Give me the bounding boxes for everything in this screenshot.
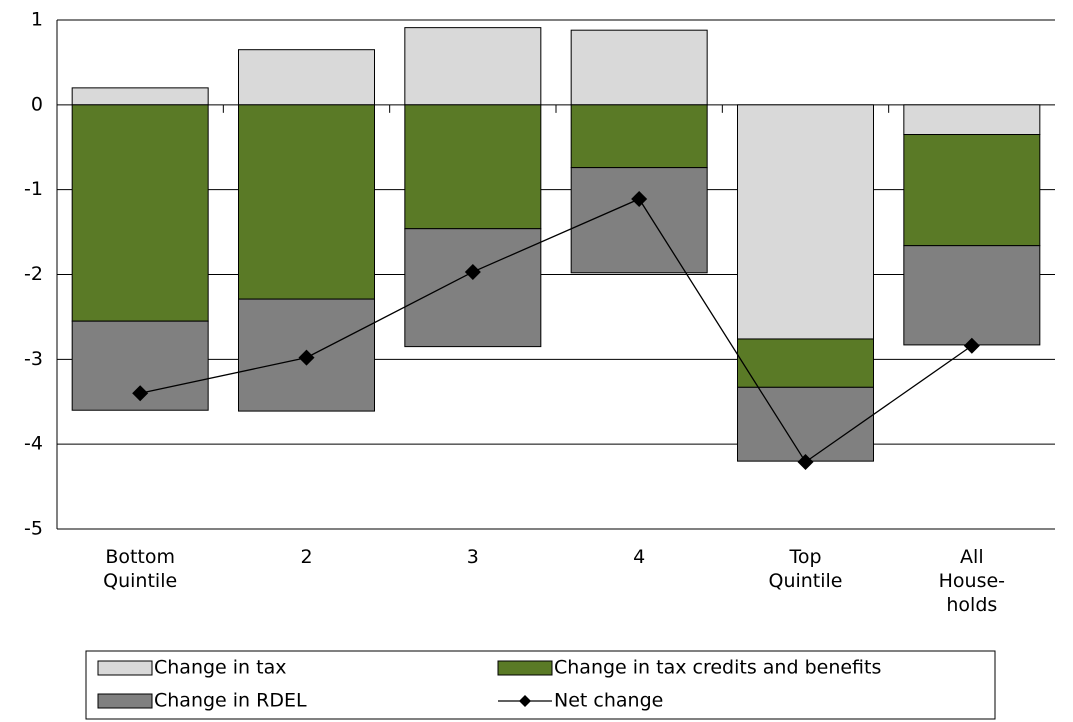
- legend-label: Change in tax credits and benefits: [554, 657, 881, 679]
- bar-segment: [71, 87, 209, 106]
- bar-segment: [404, 27, 542, 106]
- legend-label: Change in RDEL: [154, 690, 307, 712]
- y-tick-label: -3: [24, 348, 43, 370]
- y-tick-label: -4: [24, 433, 43, 455]
- y-tick-label: -5: [24, 518, 43, 540]
- bar-segment: [903, 245, 1041, 346]
- legend-swatch: [97, 693, 153, 709]
- legend-label: Net change: [554, 690, 663, 712]
- bar-segment: [404, 228, 542, 348]
- bar-segment: [737, 338, 874, 388]
- x-tick-label: 2: [300, 546, 312, 568]
- line-marker: [298, 349, 315, 366]
- legend-marker: [519, 695, 531, 707]
- y-tick-label: -1: [24, 178, 43, 200]
- bar-segment: [570, 104, 708, 169]
- y-tick-label: 1: [31, 9, 43, 31]
- legend-label: Change in tax: [154, 657, 286, 679]
- line-marker: [132, 385, 149, 402]
- legend-box: [85, 650, 996, 720]
- line-marker: [464, 263, 481, 280]
- bar-segment: [238, 104, 375, 300]
- y-tick-label: -2: [24, 263, 43, 285]
- line-marker: [797, 453, 814, 470]
- bar-segment: [71, 104, 209, 322]
- bar-segment: [903, 104, 1041, 136]
- line-marker: [963, 337, 980, 354]
- y-tick-label: 0: [31, 93, 43, 115]
- bar-segment: [737, 386, 874, 462]
- legend-swatch: [497, 660, 553, 676]
- bar-segment: [737, 104, 874, 340]
- x-tick-label: 4: [633, 546, 645, 568]
- x-tick-label: Top Quintile: [768, 546, 842, 592]
- x-tick-label: 3: [467, 546, 479, 568]
- x-tick-label: All House-holds: [939, 546, 1005, 616]
- bar-segment: [570, 29, 708, 106]
- line-marker: [631, 190, 648, 207]
- net-line: [140, 198, 973, 463]
- bar-segment: [238, 49, 375, 106]
- bar-segment: [570, 167, 708, 274]
- bar-segment: [404, 104, 542, 230]
- x-tick-label: Bottom Quintile: [103, 546, 177, 592]
- bar-segment: [903, 134, 1041, 247]
- legend-swatch: [97, 660, 153, 676]
